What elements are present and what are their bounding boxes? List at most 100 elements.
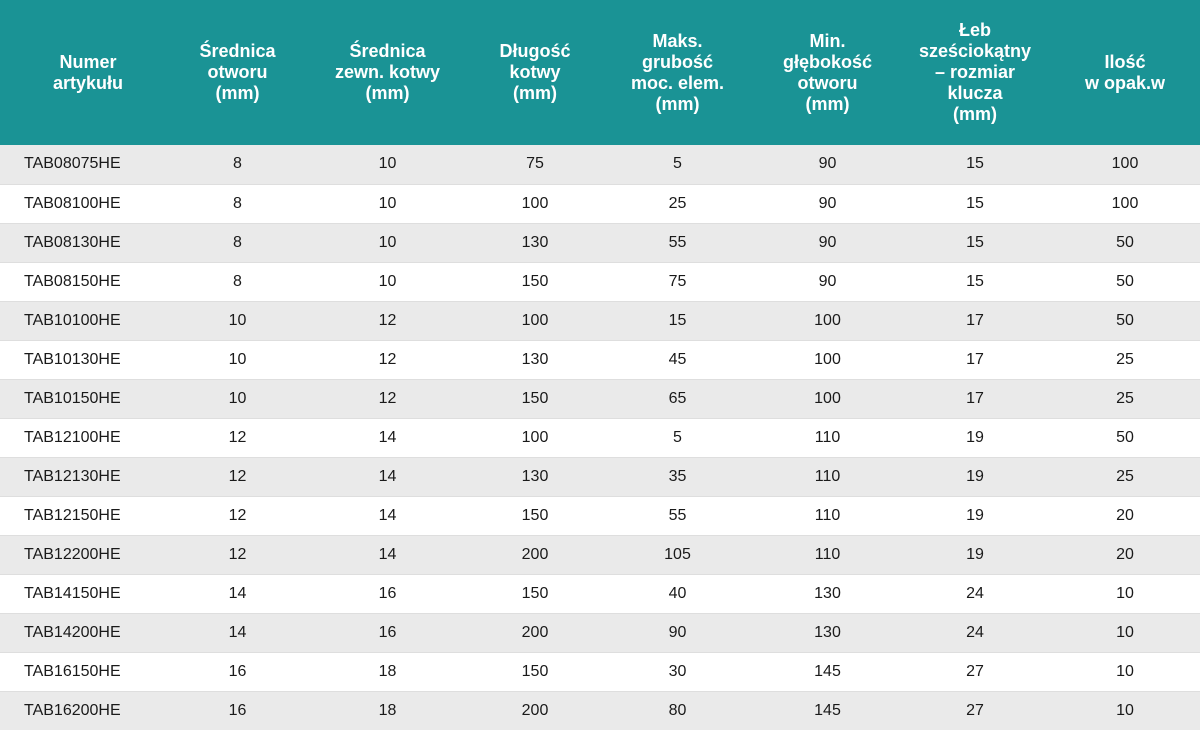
cell-pack-quantity: 100 [1050,145,1200,185]
table-row: TAB08150HE 8 10 150 75 90 15 50 [0,262,1200,302]
cell-anchor-outer-diameter: 18 [305,691,470,730]
cell-hole-diameter: 16 [170,691,305,730]
cell-pack-quantity: 25 [1050,379,1200,419]
cell-anchor-outer-diameter: 10 [305,145,470,185]
cell-max-fixture-thickness: 55 [600,223,755,263]
cell-anchor-length: 75 [470,145,600,185]
cell-max-fixture-thickness: 35 [600,457,755,497]
cell-anchor-outer-diameter: 14 [305,457,470,497]
cell-max-fixture-thickness: 30 [600,652,755,692]
cell-anchor-length: 200 [470,613,600,653]
cell-anchor-length: 130 [470,340,600,380]
header-anchor-outer-diameter: Średnica zewn. kotwy (mm) [334,41,441,103]
header-hex-head-wrench-size: Łeb sześciokątny – rozmiar klucza (mm) [918,20,1032,124]
cell-min-hole-depth: 145 [755,691,900,730]
table-row: TAB12150HE 12 14 150 55 110 19 20 [0,496,1200,536]
table-row: TAB12130HE 12 14 130 35 110 19 25 [0,457,1200,497]
cell-anchor-length: 200 [470,535,600,575]
cell-anchor-outer-diameter: 10 [305,184,470,224]
cell-hole-diameter: 10 [170,340,305,380]
table-row: TAB10100HE 10 12 100 15 100 17 50 [0,301,1200,341]
cell-min-hole-depth: 110 [755,457,900,497]
table-row: TAB08100HE 8 10 100 25 90 15 100 [0,184,1200,224]
table-row: TAB16150HE 16 18 150 30 145 27 10 [0,652,1200,692]
cell-anchor-outer-diameter: 12 [305,301,470,341]
cell-min-hole-depth: 90 [755,184,900,224]
cell-hole-diameter: 8 [170,223,305,263]
cell-pack-quantity: 25 [1050,457,1200,497]
cell-article-number: TAB14150HE [0,574,170,614]
table-row: TAB08130HE 8 10 130 55 90 15 50 [0,223,1200,263]
cell-wrench-size: 15 [900,262,1050,302]
cell-anchor-outer-diameter: 14 [305,418,470,458]
cell-anchor-outer-diameter: 12 [305,379,470,419]
cell-min-hole-depth: 110 [755,418,900,458]
cell-min-hole-depth: 100 [755,301,900,341]
cell-anchor-length: 150 [470,496,600,536]
header-min-hole-depth: Min. głębokość otworu (mm) [782,30,873,114]
cell-article-number: TAB08100HE [0,184,170,224]
cell-wrench-size: 19 [900,418,1050,458]
cell-min-hole-depth: 90 [755,262,900,302]
cell-anchor-length: 130 [470,223,600,263]
cell-anchor-length: 150 [470,262,600,302]
cell-hole-diameter: 12 [170,535,305,575]
cell-anchor-outer-diameter: 10 [305,262,470,302]
cell-article-number: TAB16150HE [0,652,170,692]
cell-pack-quantity: 10 [1050,613,1200,653]
cell-wrench-size: 24 [900,574,1050,614]
cell-max-fixture-thickness: 90 [600,613,755,653]
table-row: TAB12100HE 12 14 100 5 110 19 50 [0,418,1200,458]
cell-anchor-length: 100 [470,418,600,458]
cell-article-number: TAB08075HE [0,145,170,185]
cell-max-fixture-thickness: 65 [600,379,755,419]
table-row: TAB10150HE 10 12 150 65 100 17 25 [0,379,1200,419]
cell-wrench-size: 19 [900,496,1050,536]
cell-article-number: TAB12130HE [0,457,170,497]
cell-wrench-size: 15 [900,223,1050,263]
cell-max-fixture-thickness: 55 [600,496,755,536]
cell-max-fixture-thickness: 105 [600,535,755,575]
cell-wrench-size: 24 [900,613,1050,653]
cell-wrench-size: 19 [900,535,1050,575]
cell-pack-quantity: 20 [1050,535,1200,575]
cell-anchor-outer-diameter: 16 [305,574,470,614]
cell-hole-diameter: 10 [170,379,305,419]
header-anchor-length: Długość kotwy (mm) [499,41,571,103]
cell-article-number: TAB08150HE [0,262,170,302]
cell-wrench-size: 17 [900,379,1050,419]
cell-anchor-length: 100 [470,184,600,224]
table-row: TAB10130HE 10 12 130 45 100 17 25 [0,340,1200,380]
cell-hole-diameter: 14 [170,613,305,653]
cell-max-fixture-thickness: 45 [600,340,755,380]
cell-min-hole-depth: 130 [755,574,900,614]
cell-wrench-size: 19 [900,457,1050,497]
table-row: TAB08075HE 8 10 75 5 90 15 100 [0,145,1200,185]
table-row: TAB16200HE 16 18 200 80 145 27 10 [0,691,1200,730]
table-body: TAB08075HE 8 10 75 5 90 15 100 TAB08100HE 8 10 100 2… [0,145,1200,730]
cell-anchor-length: 100 [470,301,600,341]
cell-article-number: TAB14200HE [0,613,170,653]
cell-max-fixture-thickness: 80 [600,691,755,730]
header-pack-quantity: Ilość w opak.w [1084,51,1165,93]
table-row: TAB14200HE 14 16 200 90 130 24 10 [0,613,1200,653]
cell-pack-quantity: 50 [1050,418,1200,458]
cell-hole-diameter: 8 [170,145,305,185]
cell-anchor-length: 150 [470,574,600,614]
cell-max-fixture-thickness: 15 [600,301,755,341]
cell-anchor-outer-diameter: 18 [305,652,470,692]
cell-article-number: TAB10150HE [0,379,170,419]
cell-hole-diameter: 8 [170,262,305,302]
cell-anchor-outer-diameter: 12 [305,340,470,380]
cell-max-fixture-thickness: 5 [600,418,755,458]
cell-anchor-outer-diameter: 16 [305,613,470,653]
cell-pack-quantity: 25 [1050,340,1200,380]
header-hole-diameter: Średnica otworu (mm) [199,41,276,103]
cell-hole-diameter: 12 [170,496,305,536]
cell-anchor-length: 150 [470,652,600,692]
table-row: TAB12200HE 12 14 200 105 110 19 20 [0,535,1200,575]
cell-min-hole-depth: 110 [755,496,900,536]
cell-hole-diameter: 8 [170,184,305,224]
cell-hole-diameter: 12 [170,457,305,497]
